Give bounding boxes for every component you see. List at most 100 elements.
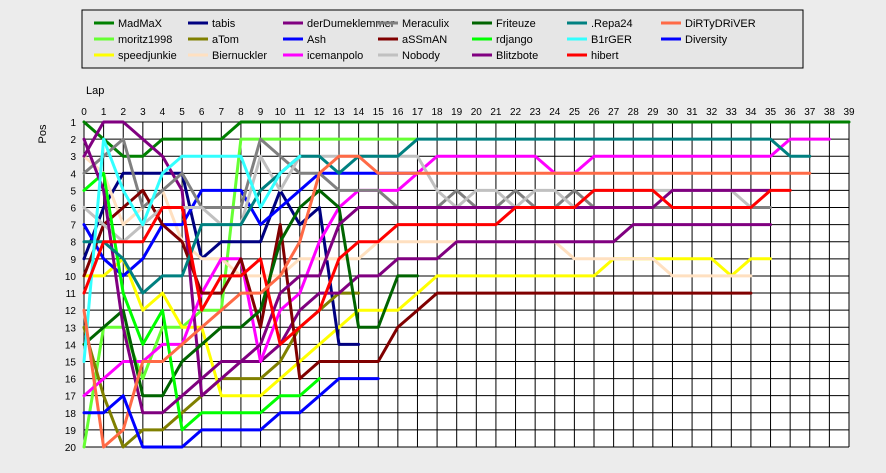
y-tick-label: 16: [65, 375, 77, 386]
x-tick-label: 25: [569, 107, 581, 118]
legend-label: B1rGER: [591, 34, 632, 46]
y-tick-label: 10: [65, 272, 77, 283]
x-tick-label: 36: [785, 107, 797, 118]
x-tick-label: 34: [745, 107, 757, 118]
x-tick-label: 21: [490, 107, 502, 118]
legend-label: Diversity: [685, 34, 728, 46]
x-tick-label: 18: [432, 107, 444, 118]
x-tick-label: 11: [295, 107, 306, 118]
x-tick-label: 22: [510, 107, 522, 118]
x-tick-label: 38: [824, 107, 836, 118]
x-tick-label: 13: [333, 107, 345, 118]
series-line: [82, 377, 380, 449]
plot-area: [84, 122, 849, 447]
legend-label: Biernuckler: [212, 50, 267, 62]
legend-label: icemanpolo: [307, 50, 363, 62]
y-tick-label: 4: [70, 169, 76, 180]
legend-label: hibert: [591, 50, 619, 62]
x-tick-label: 19: [451, 107, 463, 118]
x-axis-label: Lap: [86, 85, 104, 97]
legend-label: rdjango: [496, 34, 533, 46]
x-tick-label: 31: [687, 107, 699, 118]
series-line: [82, 120, 772, 398]
series-line: [82, 120, 851, 158]
x-tick-label: 4: [160, 107, 166, 118]
legend-label: derDumeklemmer: [307, 18, 395, 30]
legend-label: aTom: [212, 34, 239, 46]
x-tick-label: 28: [628, 107, 640, 118]
x-tick-label: 16: [392, 107, 404, 118]
y-tick-label: 17: [65, 392, 77, 403]
y-tick-label: 13: [65, 323, 77, 334]
x-tick-label: 12: [314, 107, 326, 118]
legend-label: Nobody: [402, 50, 440, 62]
y-tick-label: 12: [65, 306, 77, 317]
y-tick-label: 6: [70, 204, 76, 215]
x-tick-label: 10: [275, 107, 287, 118]
y-tick-label: 9: [70, 255, 76, 266]
y-tick-label: 18: [65, 409, 77, 420]
x-tick-label: 1: [101, 107, 107, 118]
x-tick-label: 5: [179, 107, 185, 118]
y-tick-label: 19: [65, 426, 77, 437]
legend-label: speedjunkie: [118, 50, 177, 62]
x-tick-label: 32: [706, 107, 718, 118]
x-tick-label: 15: [373, 107, 385, 118]
y-tick-label: 11: [66, 289, 77, 300]
y-tick-label: 5: [70, 186, 76, 197]
x-tick-label: 3: [140, 107, 146, 118]
series-line: [82, 137, 302, 363]
y-axis-label: Pos: [37, 124, 49, 143]
legend-label: Meraculix: [402, 18, 450, 30]
series-line: [82, 137, 812, 295]
y-tick-label: 8: [70, 238, 76, 249]
legend: MadMaX moritz1998 speedjunkie tabis aTom Bier…: [94, 18, 756, 62]
x-tick-label: 7: [219, 107, 225, 118]
y-tick-label: 1: [70, 118, 76, 129]
series-lines: [82, 120, 851, 449]
x-tick-label: 14: [353, 107, 365, 118]
y-tick-label: 7: [70, 221, 76, 232]
x-tick-label: 35: [765, 107, 777, 118]
y-tick-label: 3: [70, 152, 76, 163]
series-line: [82, 137, 831, 398]
legend-label: Ash: [307, 34, 326, 46]
x-tick-label: 2: [120, 107, 126, 118]
series-line: [82, 257, 772, 398]
y-tick-label: 2: [70, 135, 76, 146]
legend-label: Friteuze: [496, 18, 536, 30]
series-line: [82, 188, 792, 346]
legend-label: moritz1998: [118, 34, 172, 46]
legend-label: Blitzbote: [496, 50, 538, 62]
y-tick-label: 20: [65, 443, 77, 454]
x-tick-label: 33: [726, 107, 738, 118]
x-tick-label: 20: [471, 107, 483, 118]
series-line: [82, 171, 321, 432]
series-line: [82, 171, 361, 346]
y-tick-label: 15: [65, 357, 77, 368]
x-tick-label: 9: [258, 107, 264, 118]
x-tick-label: 8: [238, 107, 244, 118]
x-tick-label: 0: [81, 107, 87, 118]
y-tick-label: 14: [65, 340, 77, 351]
legend-label: MadMaX: [118, 18, 163, 30]
x-tick-label: 29: [647, 107, 659, 118]
x-tick-labels: 0 1 2 3 4 5 6 7 8 9 10 11 12 13 14 15 16 17 18 19 20 21 22 23 24…: [81, 107, 855, 118]
x-tick-label: 39: [843, 107, 855, 118]
x-tick-label: 30: [667, 107, 679, 118]
legend-label: .Repa24: [591, 18, 633, 30]
series-line: [82, 137, 772, 415]
x-tick-label: 26: [588, 107, 600, 118]
legend-label: aSSmAN: [402, 34, 447, 46]
series-line: [82, 188, 419, 398]
x-tick-label: 24: [549, 107, 561, 118]
x-tick-label: 37: [804, 107, 816, 118]
x-tick-label: 27: [608, 107, 620, 118]
x-tick-label: 23: [530, 107, 542, 118]
legend-label: DiRTyDRiVER: [685, 18, 756, 30]
series-line: [82, 154, 812, 449]
x-tick-label: 6: [199, 107, 205, 118]
